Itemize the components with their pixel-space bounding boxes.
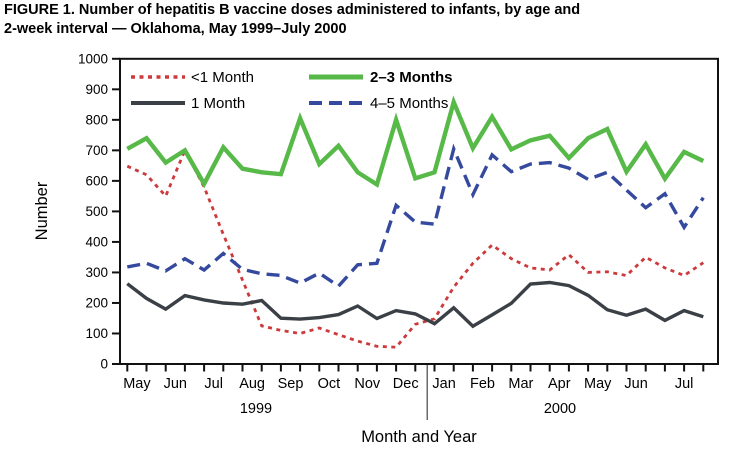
x-month-label: Feb [470, 376, 495, 392]
x-month-label: Jun [164, 376, 187, 392]
figure-title-line1: FIGURE 1. Number of hepatitis B vaccine … [4, 2, 581, 18]
series-line-1-month [126, 280, 704, 329]
x-month-label: Dec [393, 376, 419, 392]
year-label-2000: 2000 [544, 401, 576, 417]
y-tick-label: 900 [85, 82, 108, 97]
x-month-label: Apr [548, 376, 571, 392]
x-month-label: Jul [675, 376, 694, 392]
series-line--1-month [126, 147, 705, 349]
series-line-2-3-months [126, 95, 705, 189]
y-tick-label: 0 [100, 357, 108, 372]
y-tick-label: 100 [85, 326, 108, 341]
legend: <1 Month 1 Month 2–3 Months 4–5 Months [131, 69, 453, 112]
x-month-label: May [123, 376, 151, 392]
x-month-label: Jul [204, 376, 223, 392]
y-tick-label: 1000 [78, 51, 108, 66]
y-tick-label: 600 [85, 173, 108, 188]
x-month-label: Mar [508, 376, 533, 392]
y-tick-label: 200 [85, 295, 108, 310]
legend-label-1-month: 1 Month [191, 95, 245, 112]
y-tick-label: 300 [85, 265, 108, 280]
x-month-label: Nov [354, 376, 381, 392]
year-label-1999: 1999 [240, 401, 272, 417]
x-month-label: Aug [239, 376, 265, 392]
y-axis-title: Number [33, 181, 51, 240]
y-tick-label: 500 [85, 204, 108, 219]
series-line-4-5-months [126, 143, 705, 289]
legend-label--1-month: <1 Month [191, 69, 254, 86]
x-axis-title: Month and Year [361, 428, 477, 446]
legend-label-4-5-months: 4–5 Months [370, 95, 448, 112]
x-month-label: Sep [278, 376, 304, 392]
x-month-label: May [584, 376, 612, 392]
axes: 0 100 200 300 400 500 600 700 800 900 1000 May Jun Ju… [33, 51, 719, 446]
x-month-label: Jan [432, 376, 455, 392]
x-month-label: Jun [624, 376, 647, 392]
y-tick-label: 700 [85, 143, 108, 158]
y-tick-label: 800 [85, 112, 108, 127]
x-month-label: Oct [318, 376, 341, 392]
figure-title-line2: 2-week interval — Oklahoma, May 1999–Jul… [4, 21, 347, 38]
figure-title: FIGURE 1. Number of hepatitis B vaccine … [4, 1, 748, 40]
legend-label-2-3-months: 2–3 Months [370, 69, 453, 86]
y-tick-label: 400 [85, 234, 108, 249]
series-group [126, 95, 705, 349]
